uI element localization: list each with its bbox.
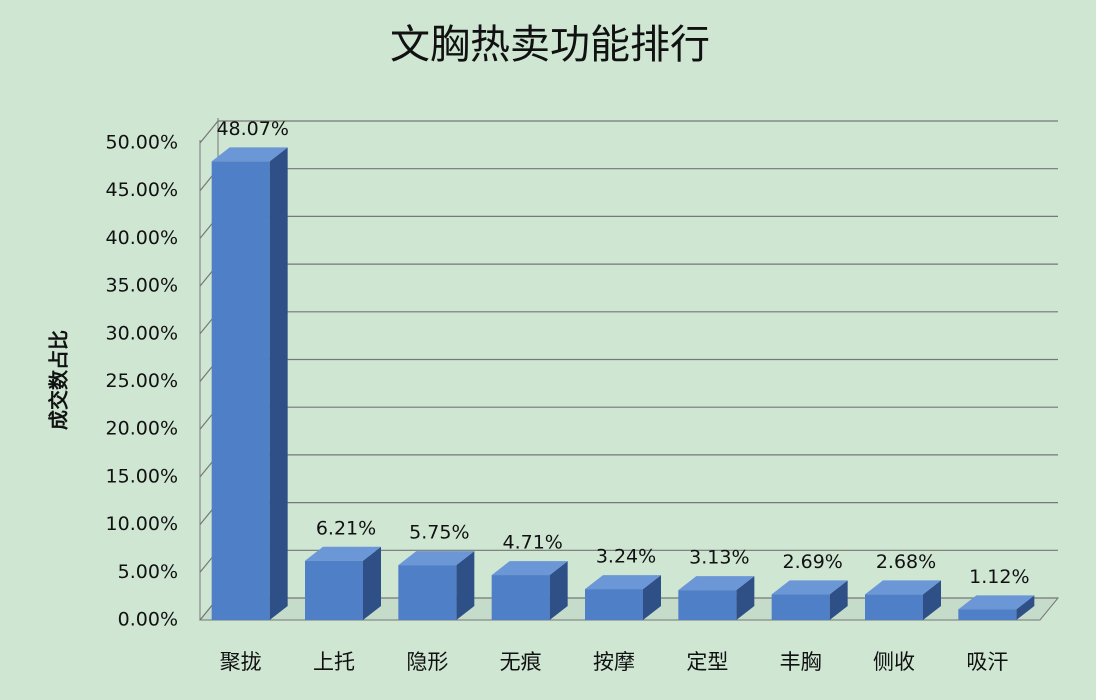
bar-side bbox=[269, 147, 288, 620]
bar bbox=[491, 575, 550, 620]
bar-top bbox=[398, 551, 475, 566]
x-tick-label: 侧收 bbox=[873, 650, 915, 674]
value-label: 3.13% bbox=[689, 547, 749, 569]
bar bbox=[305, 560, 363, 620]
value-label: 2.69% bbox=[782, 551, 842, 573]
x-tick-label: 无痕 bbox=[500, 650, 542, 674]
bar bbox=[211, 161, 270, 620]
x-tick-label: 按摩 bbox=[593, 650, 635, 674]
value-label: 3.24% bbox=[596, 546, 656, 568]
bar-side bbox=[643, 575, 661, 620]
y-tick-label: 40.00% bbox=[106, 227, 178, 249]
bar-top bbox=[305, 546, 381, 561]
y-tick-label: 20.00% bbox=[106, 418, 178, 440]
grid-line bbox=[199, 120, 1058, 144]
y-tick-label: 30.00% bbox=[106, 322, 178, 344]
y-tick-label: 45.00% bbox=[106, 179, 178, 201]
x-tick-label: 吸汗 bbox=[966, 650, 1008, 674]
y-tick-label: 25.00% bbox=[106, 370, 178, 392]
x-tick-label: 聚拢 bbox=[220, 650, 262, 674]
x-tick-label: 上托 bbox=[313, 650, 355, 674]
bar bbox=[398, 565, 457, 620]
y-tick-label: 35.00% bbox=[106, 275, 178, 297]
bar bbox=[678, 590, 737, 620]
bar-side bbox=[456, 551, 475, 620]
value-label: 6.21% bbox=[316, 517, 376, 539]
value-label: 2.68% bbox=[876, 551, 936, 573]
bar-top bbox=[771, 580, 848, 595]
y-tick-label: 10.00% bbox=[106, 513, 178, 535]
bar-side bbox=[363, 546, 381, 620]
bar-top bbox=[491, 561, 568, 576]
bar-top bbox=[678, 576, 755, 591]
value-label: 4.71% bbox=[502, 532, 562, 554]
bar-top bbox=[958, 595, 1035, 610]
bar bbox=[958, 609, 1017, 620]
bar-side bbox=[923, 580, 941, 620]
y-tick-label: 50.00% bbox=[106, 132, 178, 154]
bar-side bbox=[736, 576, 755, 620]
x-tick-label: 隐形 bbox=[406, 650, 448, 674]
value-label: 1.12% bbox=[969, 566, 1029, 588]
value-label: 48.07% bbox=[216, 118, 288, 140]
x-tick-label: 丰胸 bbox=[780, 650, 822, 674]
y-tick-label: 0.00% bbox=[118, 609, 178, 631]
bar-side bbox=[549, 561, 568, 620]
bar-top bbox=[865, 580, 941, 595]
bar-top bbox=[585, 575, 661, 590]
y-tick-label: 15.00% bbox=[106, 465, 178, 487]
y-axis-title: 成交数占比 bbox=[47, 330, 71, 430]
x-tick-label: 定型 bbox=[686, 650, 728, 674]
bar bbox=[865, 594, 923, 620]
chart-title: 文胸热卖功能排行 bbox=[390, 22, 710, 68]
bar-side bbox=[829, 580, 848, 620]
bar-side bbox=[1016, 595, 1035, 620]
y-tick-label: 5.00% bbox=[118, 561, 178, 583]
bar bbox=[585, 589, 643, 620]
bar bbox=[771, 594, 830, 620]
bar-top bbox=[211, 147, 288, 162]
value-label: 5.75% bbox=[409, 522, 469, 544]
